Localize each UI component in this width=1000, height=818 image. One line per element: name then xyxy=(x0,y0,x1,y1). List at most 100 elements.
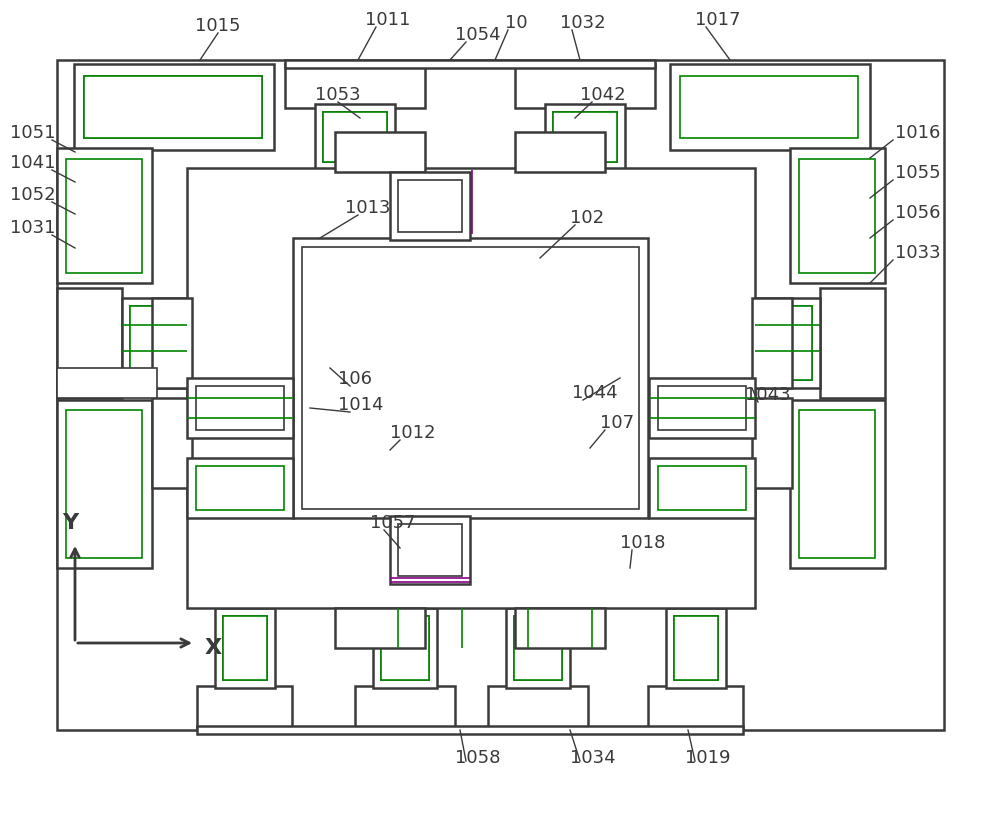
Text: 106: 106 xyxy=(338,370,372,388)
Bar xyxy=(752,298,792,388)
Text: 1031: 1031 xyxy=(10,219,56,237)
Bar xyxy=(187,378,293,438)
Text: 1016: 1016 xyxy=(895,124,940,142)
Text: 1053: 1053 xyxy=(315,86,361,104)
Bar xyxy=(506,608,570,688)
Bar xyxy=(285,64,425,108)
Bar xyxy=(674,616,718,680)
Bar xyxy=(197,686,292,730)
Bar xyxy=(381,616,429,680)
Bar xyxy=(764,306,812,380)
Text: 1014: 1014 xyxy=(338,396,384,414)
Bar xyxy=(57,288,122,398)
Text: 1034: 1034 xyxy=(570,749,616,767)
Bar xyxy=(488,686,588,730)
Text: 1051: 1051 xyxy=(10,124,56,142)
Bar xyxy=(658,386,746,430)
Bar xyxy=(130,306,178,380)
Bar xyxy=(390,516,470,584)
Bar xyxy=(197,726,743,734)
Text: 1057: 1057 xyxy=(370,514,416,532)
Text: 1012: 1012 xyxy=(390,424,436,442)
Text: 1033: 1033 xyxy=(895,244,941,262)
Text: 1011: 1011 xyxy=(365,11,410,29)
Bar xyxy=(648,686,743,730)
Bar xyxy=(515,608,605,648)
Text: 1052: 1052 xyxy=(10,186,56,204)
Bar xyxy=(752,398,792,488)
Bar xyxy=(74,64,274,150)
Bar xyxy=(323,112,387,162)
Bar xyxy=(130,306,178,380)
Bar xyxy=(674,616,718,680)
Bar xyxy=(514,616,562,680)
Text: 1056: 1056 xyxy=(895,204,940,222)
Bar xyxy=(553,112,617,162)
Bar xyxy=(84,76,262,138)
Bar xyxy=(649,458,755,518)
Text: 107: 107 xyxy=(600,414,634,432)
Bar xyxy=(515,64,655,108)
Bar xyxy=(223,616,267,680)
Bar xyxy=(553,112,617,162)
Text: 1019: 1019 xyxy=(685,749,730,767)
Bar xyxy=(57,368,157,398)
Text: 10: 10 xyxy=(505,14,528,32)
Bar xyxy=(315,104,395,170)
Bar xyxy=(57,400,152,568)
Bar xyxy=(373,608,437,688)
Text: 1054: 1054 xyxy=(455,26,501,44)
Text: 1013: 1013 xyxy=(345,199,390,217)
Bar xyxy=(302,247,639,509)
Text: 1015: 1015 xyxy=(195,17,240,35)
Bar xyxy=(670,64,870,150)
Bar xyxy=(790,148,885,283)
Bar xyxy=(820,288,885,398)
Bar xyxy=(545,104,625,170)
Text: 1058: 1058 xyxy=(455,749,501,767)
Bar xyxy=(84,76,262,138)
Bar xyxy=(658,466,746,510)
Bar xyxy=(666,608,726,688)
Bar xyxy=(152,398,192,488)
Bar xyxy=(335,132,425,172)
Text: 1041: 1041 xyxy=(10,154,56,172)
Bar xyxy=(57,148,152,283)
Bar xyxy=(398,180,462,232)
Bar xyxy=(215,608,275,688)
Bar xyxy=(293,238,648,518)
Bar xyxy=(187,458,293,518)
Bar xyxy=(335,608,425,648)
Bar xyxy=(515,132,605,172)
Bar xyxy=(799,159,875,273)
Bar xyxy=(799,410,875,558)
Bar xyxy=(764,306,812,380)
Bar xyxy=(223,616,267,680)
Text: 1032: 1032 xyxy=(560,14,606,32)
Bar xyxy=(57,60,944,730)
Bar xyxy=(514,616,562,680)
Bar xyxy=(187,168,755,608)
Text: 1017: 1017 xyxy=(695,11,740,29)
Bar xyxy=(66,410,142,558)
Text: 102: 102 xyxy=(570,209,604,227)
Bar xyxy=(398,524,462,576)
Bar xyxy=(285,60,655,68)
Bar xyxy=(355,686,455,730)
Text: 1018: 1018 xyxy=(620,534,665,552)
Bar xyxy=(381,616,429,680)
Bar xyxy=(152,298,192,388)
Bar xyxy=(680,76,858,138)
Bar xyxy=(196,466,284,510)
Text: 1042: 1042 xyxy=(580,86,626,104)
Bar xyxy=(323,112,387,162)
Text: 1055: 1055 xyxy=(895,164,941,182)
Text: 1043: 1043 xyxy=(745,386,791,404)
Bar xyxy=(122,298,187,388)
Text: X: X xyxy=(205,638,222,658)
Text: 1044: 1044 xyxy=(572,384,618,402)
Bar xyxy=(66,159,142,273)
Bar xyxy=(790,400,885,568)
Bar xyxy=(755,298,820,388)
Bar xyxy=(649,378,755,438)
